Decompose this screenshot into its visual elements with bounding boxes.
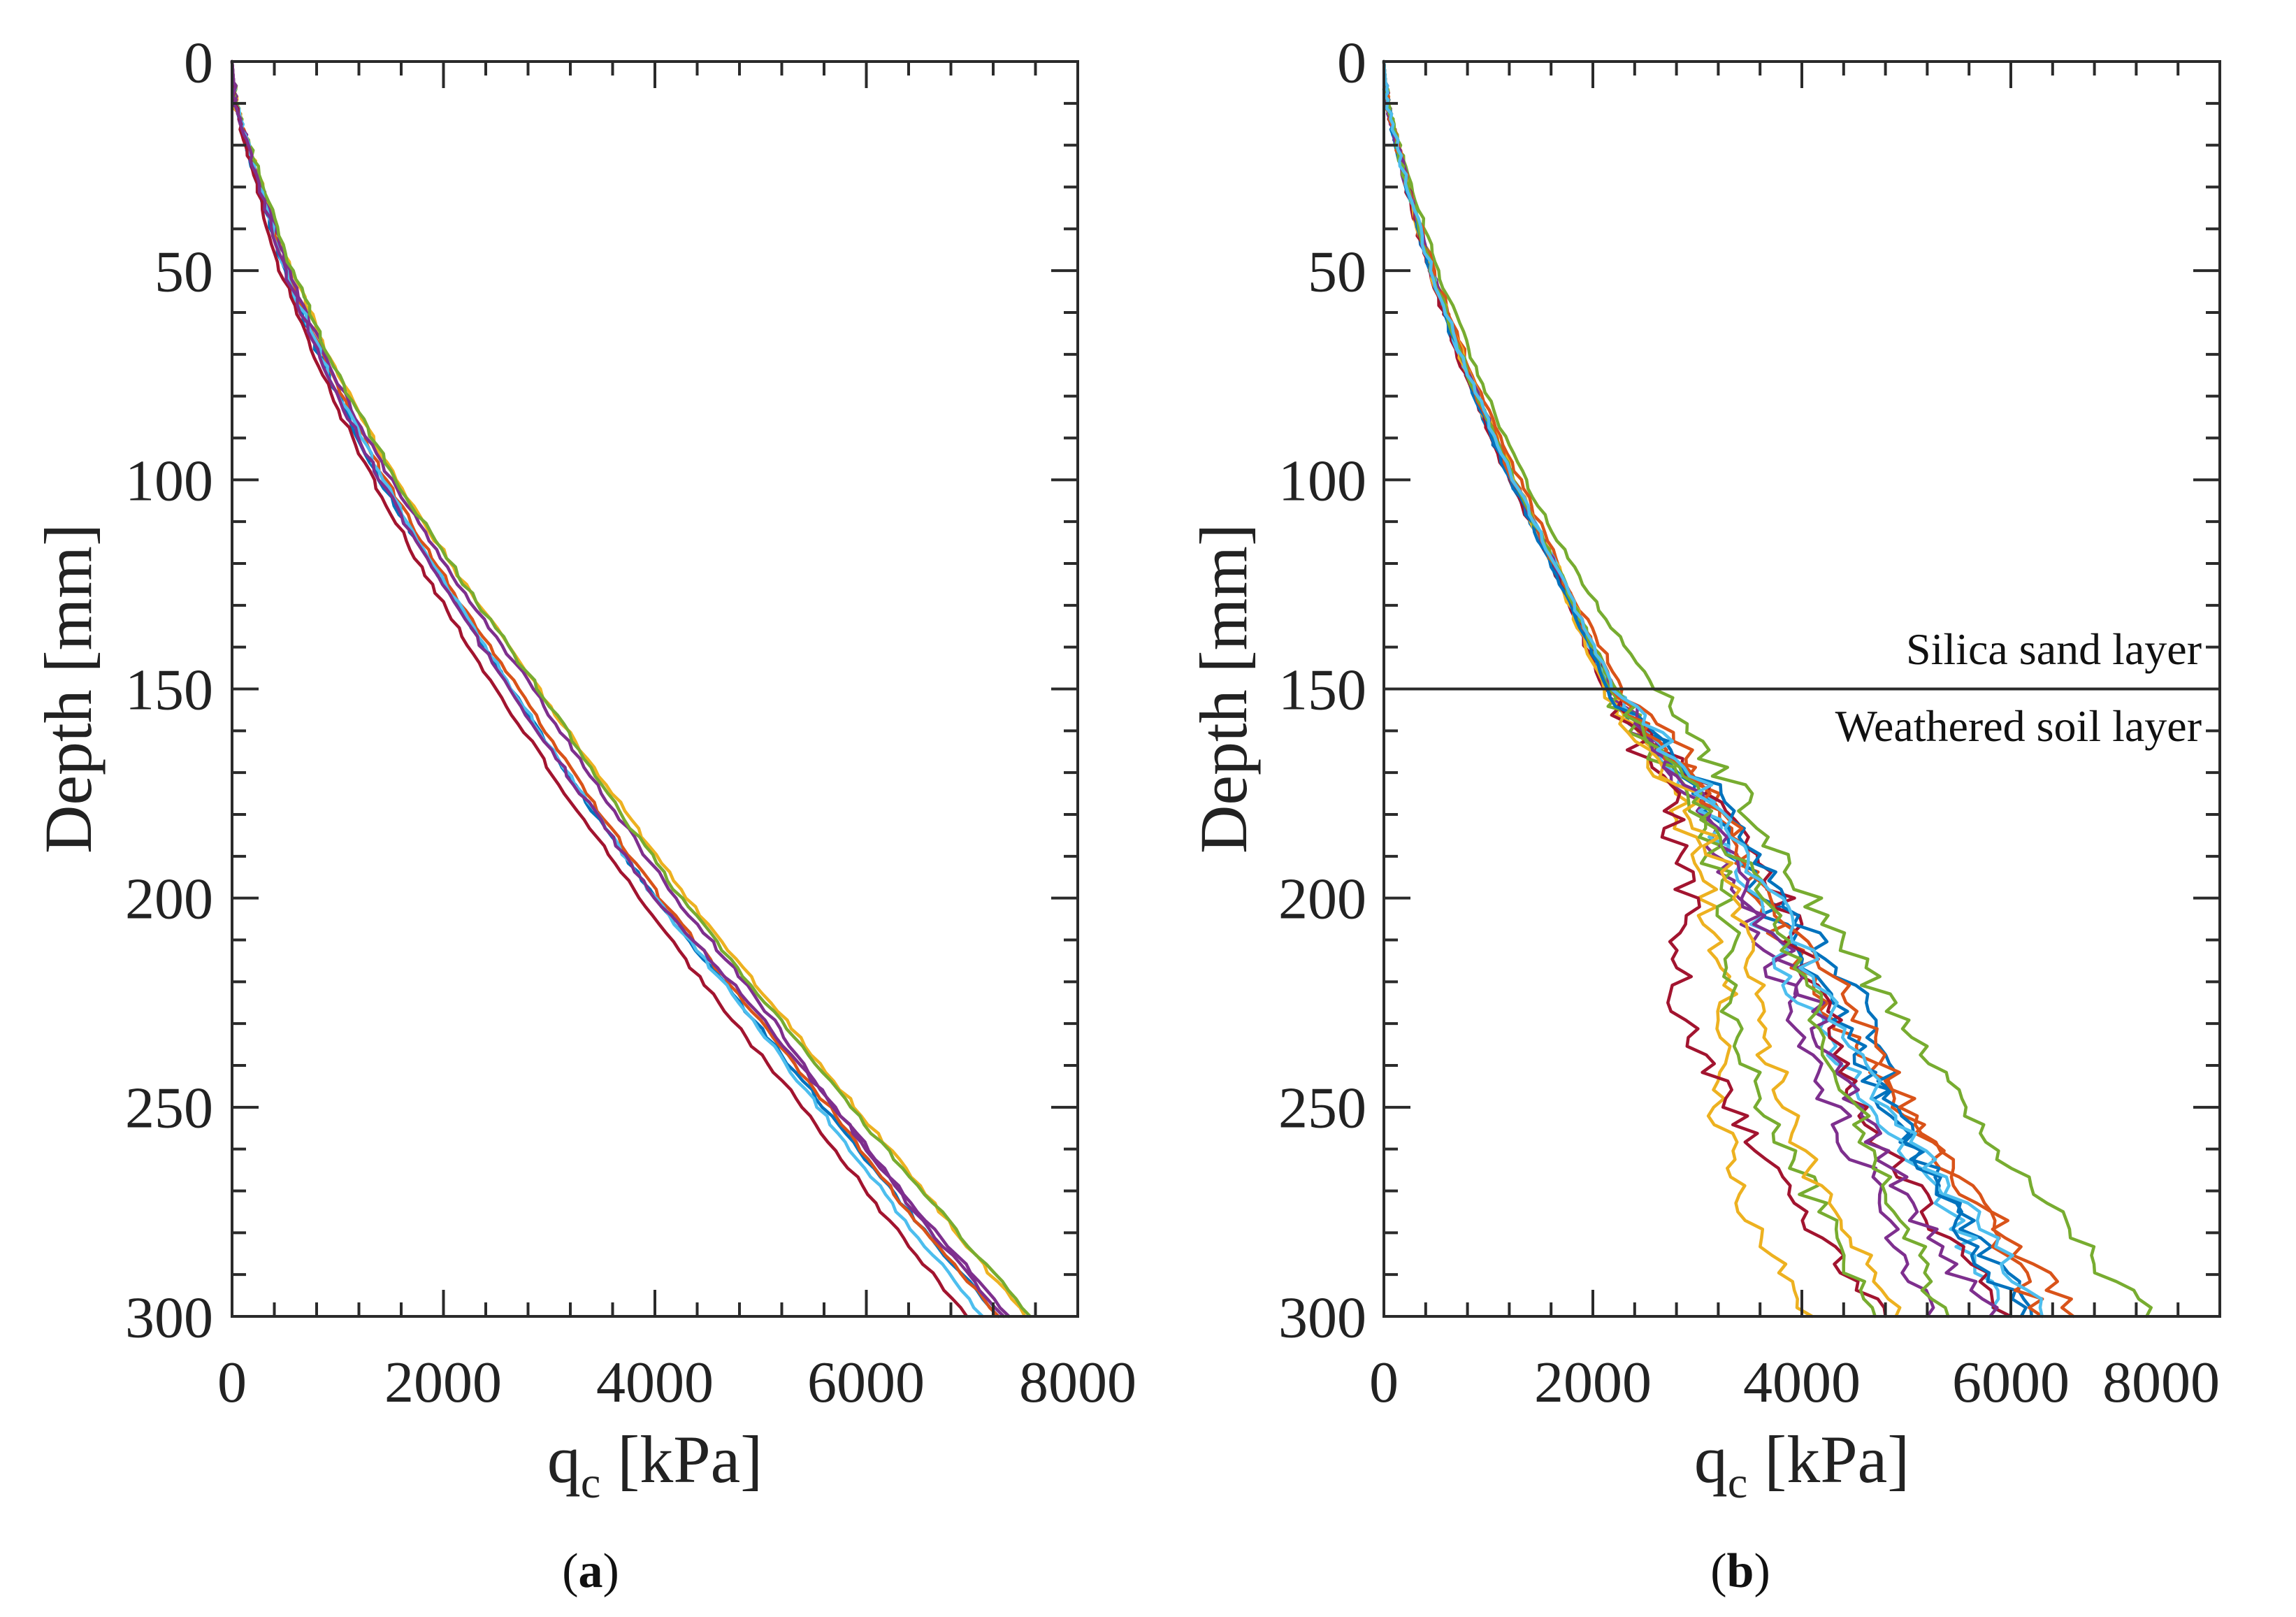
x-axis-symbol: q: [1694, 1422, 1728, 1497]
x-tick-label: 8000: [1019, 1350, 1136, 1415]
panel-label-letter: b: [1727, 1544, 1754, 1598]
x-axis-title-a: qc [kPa]: [547, 1422, 763, 1507]
x-tick-labels-b: 0 2000 4000 6000 8000: [1369, 1350, 2220, 1415]
y-tick-label: 300: [1278, 1285, 1366, 1350]
panel-label-close: ): [1754, 1544, 1770, 1598]
panel-label-open: (: [562, 1544, 578, 1598]
series-line-a-4: [230, 59, 1006, 1318]
x-tick-label: 0: [217, 1350, 247, 1415]
panel-label-letter: a: [579, 1544, 603, 1598]
y-tick-label: 250: [125, 1075, 213, 1140]
annotation-silica-sand-layer: Silica sand layer: [1906, 624, 2202, 674]
series-line-a-5: [230, 59, 1032, 1318]
y-tick-labels-a: 0 50 100 150 200 250 300: [125, 30, 213, 1350]
x-tick-label: 6000: [807, 1350, 925, 1415]
y-tick-label: 250: [1278, 1075, 1366, 1140]
x-tick-label: 8000: [2102, 1350, 2220, 1415]
x-tick-labels-a: 0 2000 4000 6000 8000: [217, 1350, 1136, 1415]
x-tick-label: 0: [1369, 1350, 1399, 1415]
y-tick-label: 150: [1278, 657, 1366, 722]
panel-b: Silica sand layer Weathered soil layer 0…: [1186, 30, 2221, 1598]
panel-a: 0 50 100 150 200 250 300 0 2000 4000 600…: [31, 30, 1136, 1598]
series-line-a-1: [230, 59, 1000, 1318]
series-group-b: [1382, 59, 2153, 1318]
y-tick-label: 150: [125, 657, 213, 722]
x-tick-label: 6000: [1952, 1350, 2070, 1415]
series-line-b-15: [1382, 59, 2044, 1318]
y-axis-title-b: Depth [mm]: [1186, 524, 1261, 854]
ticks-b: [1382, 60, 2221, 1318]
x-axis-unit: [kPa]: [1747, 1422, 1909, 1497]
y-axis-title-a: Depth [mm]: [31, 524, 106, 854]
x-tick-label: 4000: [1743, 1350, 1861, 1415]
series-line-a-2: [230, 59, 1000, 1318]
x-axis-subscript: c: [1728, 1458, 1747, 1507]
y-tick-label: 100: [1278, 448, 1366, 513]
x-axis-subscript: c: [581, 1458, 600, 1507]
plot-frame-a: [231, 60, 1079, 1318]
panel-label-open: (: [1710, 1544, 1726, 1598]
panel-label-a: (a): [562, 1544, 619, 1598]
y-tick-labels-b: 0 50 100 150 200 250 300: [1278, 30, 1366, 1350]
x-tick-label: 4000: [596, 1350, 714, 1415]
series-line-a-7: [230, 59, 969, 1318]
x-axis-symbol: q: [547, 1422, 581, 1497]
panel-label-close: ): [603, 1544, 619, 1598]
y-tick-label: 0: [184, 30, 213, 95]
y-tick-label: 0: [1337, 30, 1366, 95]
y-tick-label: 50: [154, 239, 213, 304]
annotation-weathered-soil-layer: Weathered soil layer: [1835, 701, 2202, 751]
y-tick-label: 100: [125, 448, 213, 513]
y-tick-label: 200: [125, 866, 213, 931]
panel-label-b: (b): [1710, 1544, 1770, 1598]
x-axis-title-b: qc [kPa]: [1694, 1422, 1909, 1507]
series-group-a: [230, 59, 1032, 1318]
x-axis-unit: [kPa]: [600, 1422, 763, 1497]
series-line-b-1: [1382, 59, 2153, 1318]
y-tick-label: 200: [1278, 866, 1366, 931]
series-line-a-3: [230, 59, 1027, 1318]
x-tick-label: 2000: [384, 1350, 502, 1415]
x-tick-label: 2000: [1534, 1350, 1652, 1415]
y-tick-label: 300: [125, 1285, 213, 1350]
ticks-a: [231, 60, 1079, 1318]
y-tick-label: 50: [1308, 239, 1366, 304]
series-line-a-8: [230, 59, 1011, 1318]
